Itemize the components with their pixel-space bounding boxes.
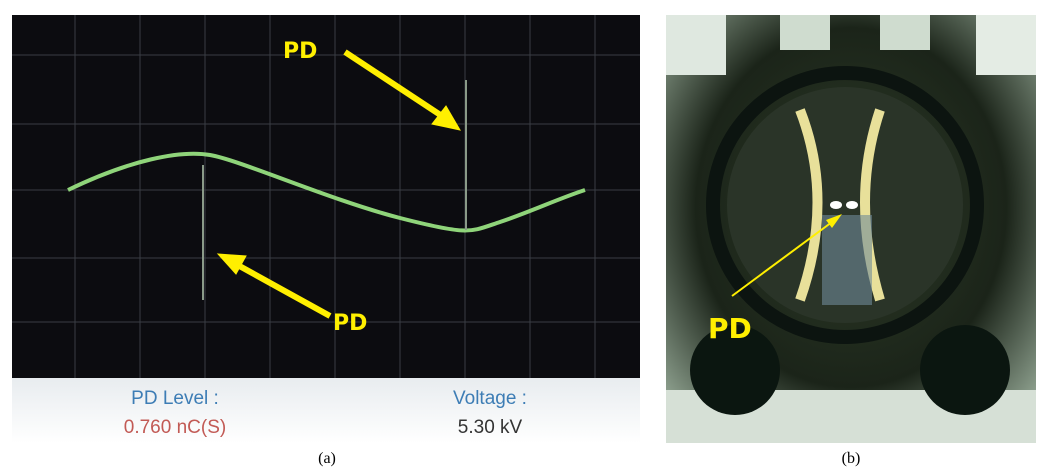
caption: (a) (318, 450, 336, 467)
arrow-label: PD (283, 39, 317, 64)
caption: (b) (842, 450, 861, 467)
panel-a: PD PD PD Level : 0.760 nC(S) Voltage : 5… (12, 15, 640, 467)
status-bar (12, 378, 640, 443)
scope-grid (12, 15, 640, 378)
arrow-label: PD (333, 311, 367, 336)
status-label: Voltage : (453, 388, 527, 409)
status-label: PD Level : (131, 388, 219, 409)
status-value: 5.30 kV (458, 417, 523, 438)
arrows (216, 49, 462, 319)
panel-b: PD (b) (666, 15, 1036, 467)
arrow (731, 221, 833, 297)
arrow-label: PD (708, 312, 752, 345)
status-value: 0.760 nC(S) (124, 417, 226, 438)
waveform (67, 151, 586, 233)
